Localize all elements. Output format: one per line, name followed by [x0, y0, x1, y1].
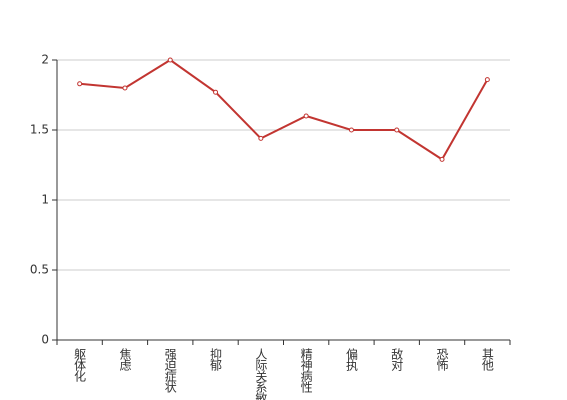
x-tick-label: 躯体化	[73, 347, 87, 383]
point	[484, 77, 490, 83]
y-tick-label: 1.5	[30, 123, 49, 137]
y-tick-label: 0	[41, 333, 49, 347]
point	[167, 57, 173, 63]
x-tick-label: 敌对	[390, 347, 404, 371]
point	[303, 113, 309, 119]
x-tick-label: 强迫症状	[163, 348, 177, 393]
x-tick-label: 焦虑	[118, 348, 132, 371]
x-tick-label: 恐怖	[435, 348, 449, 371]
y-tick-label: 1	[41, 193, 49, 207]
point	[394, 127, 400, 133]
x-tick-label: 其他	[480, 348, 494, 371]
x-tick-label: 偏执	[344, 347, 358, 372]
y-tick-label: 0.5	[30, 263, 49, 277]
point	[213, 89, 219, 95]
y-tick-label: 2	[41, 53, 49, 67]
point	[439, 156, 445, 162]
x-tick-label: 人际关系敏感	[254, 348, 268, 400]
x-tick-label: 精神病性	[299, 348, 313, 394]
point	[77, 81, 83, 87]
line	[79, 58, 489, 161]
point	[348, 127, 354, 133]
x-tick-label: 抑郁	[209, 347, 223, 372]
point	[122, 85, 128, 91]
point	[258, 135, 264, 141]
